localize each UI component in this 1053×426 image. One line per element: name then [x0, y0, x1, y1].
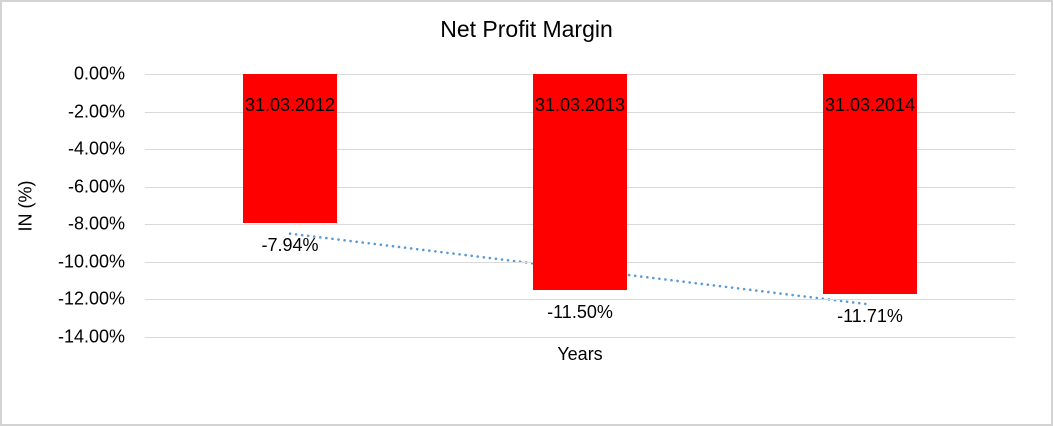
value-label: -11.50% [547, 302, 613, 323]
y-tick-label: -10.00% [57, 251, 125, 272]
bar-31.03.2012 [243, 74, 337, 224]
y-axis-title: IN (%) [15, 180, 36, 232]
y-tick-label: 0.00% [73, 63, 125, 84]
chart-title: Net Profit Margin [440, 16, 613, 42]
bar-31.03.2013 [533, 74, 627, 291]
plot-area: 31.03.2012 -7.94% 31.03.2013 -11.50% 31.03.2… [145, 74, 1015, 338]
value-label: -11.71% [837, 305, 903, 326]
y-tick-label: -2.00% [67, 101, 125, 122]
category-label: 31.03.2013 [534, 95, 626, 115]
category-label: 31.03.2012 [244, 95, 336, 115]
y-tick-label: -14.00% [57, 326, 125, 347]
value-label: -7.94% [261, 235, 319, 256]
bar-31.03.2014 [823, 74, 917, 294]
y-tick-label: -12.00% [57, 288, 125, 309]
x-axis-title: Years [557, 344, 603, 364]
y-tick-label: -6.00% [67, 176, 125, 197]
gridline [145, 299, 1015, 301]
category-label: 31.03.2014 [824, 95, 916, 115]
y-tick-label: -4.00% [67, 138, 125, 159]
gridline [145, 337, 1015, 338]
y-tick-label: -8.00% [67, 213, 125, 234]
